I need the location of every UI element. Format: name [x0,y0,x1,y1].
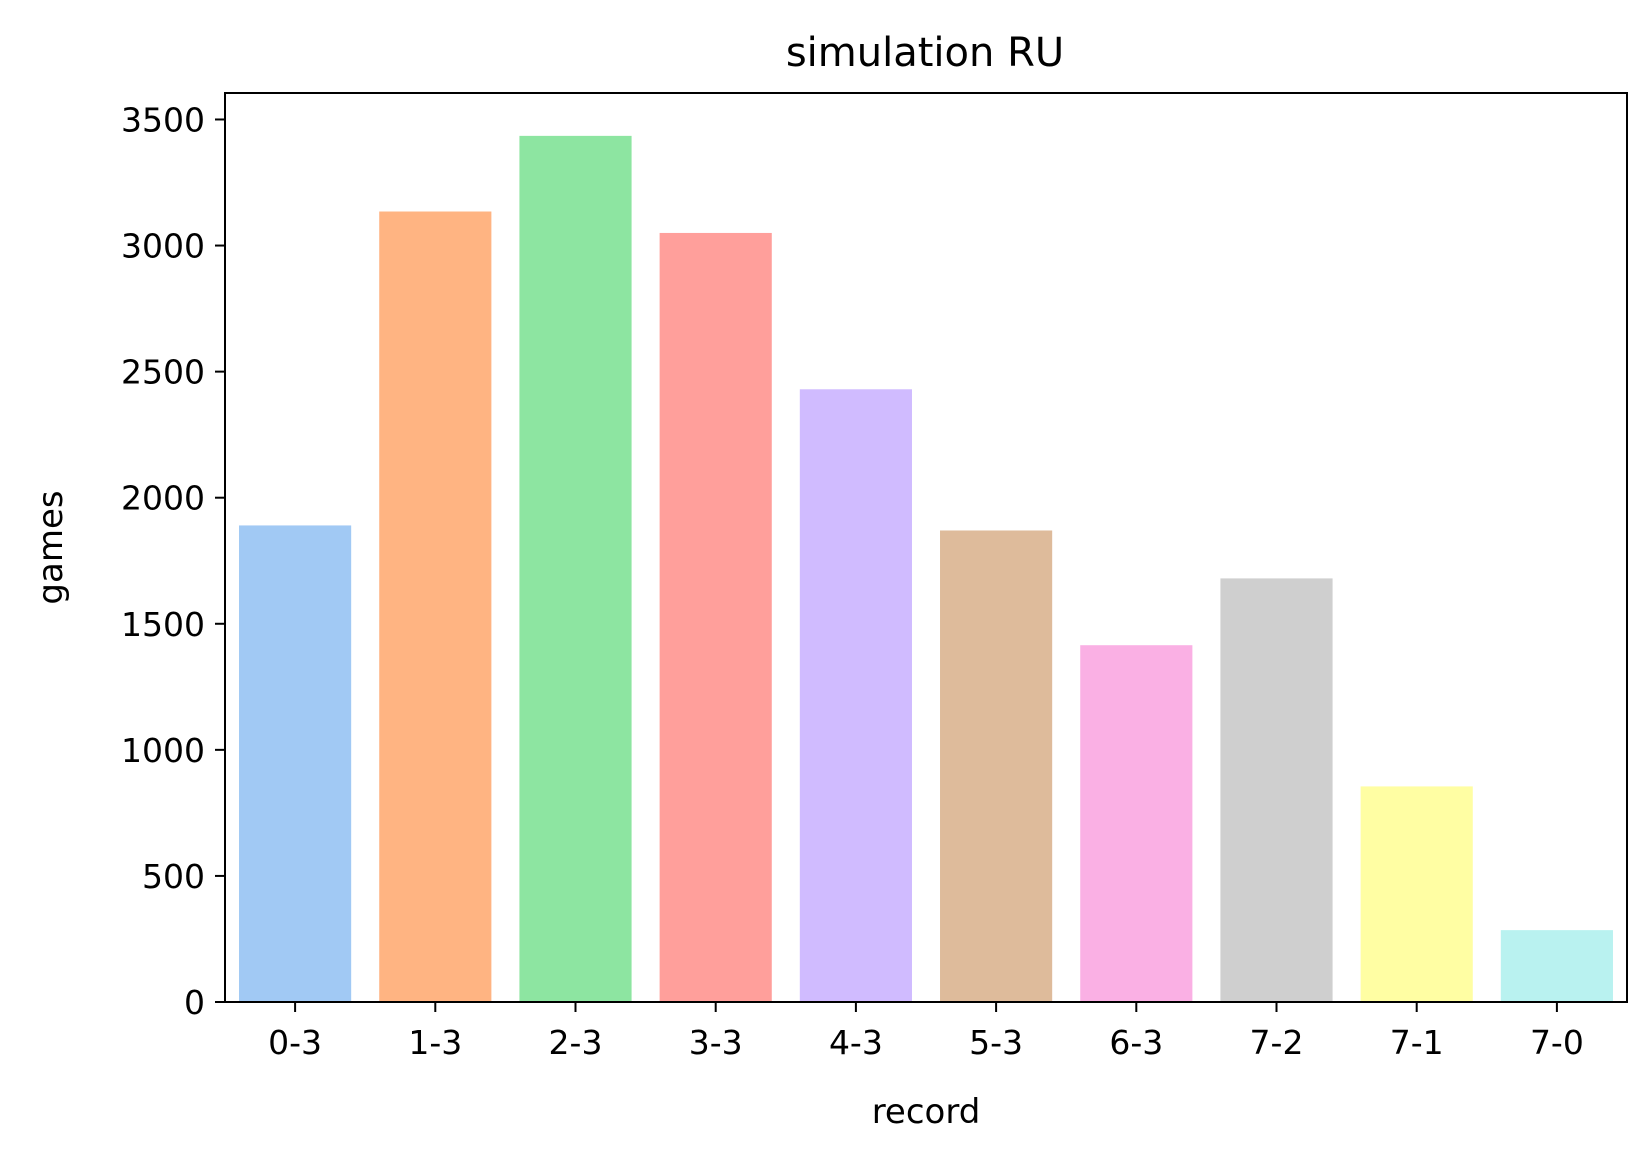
y-axis: 0 500 1000 1500 2000 2500 3000 3500 [121,100,225,1022]
y-axis-label: games [31,490,71,604]
x-tick-label: 7-1 [1390,1023,1444,1062]
x-tick-label: 1-3 [408,1023,462,1062]
y-tick-label: 1500 [121,605,205,644]
x-tick-label: 7-2 [1250,1023,1304,1062]
bar-4-3 [799,389,912,1002]
bar-7-0 [1500,930,1613,1002]
bar-7-2 [1220,578,1333,1002]
x-tick-label: 3-3 [689,1023,743,1062]
x-axis: 0-3 1-3 2-3 3-3 4-3 5-3 6-3 7-2 7-1 7-0 [268,1002,1584,1062]
bar-1-3 [379,211,492,1003]
x-tick-label: 7-0 [1530,1023,1584,1062]
y-tick-label: 2000 [121,479,205,518]
bar-7-1 [1360,786,1473,1002]
y-tick-label: 0 [184,983,205,1022]
bar-0-3 [239,525,352,1002]
y-tick-label: 2500 [121,353,205,392]
bar-2-3 [519,135,632,1002]
x-tick-label: 5-3 [969,1023,1023,1062]
bars-group [239,135,1613,1003]
bar-5-3 [940,530,1053,1002]
y-tick-label: 500 [142,857,205,896]
x-tick-label: 6-3 [1109,1023,1163,1062]
chart-title: simulation RU [786,30,1064,76]
x-axis-label: record [872,1092,981,1132]
x-tick-label: 4-3 [829,1023,883,1062]
bar-3-3 [659,232,772,1003]
y-tick-label: 3500 [121,100,205,139]
y-tick-label: 3000 [121,227,205,266]
y-tick-label: 1000 [121,731,205,770]
bar-6-3 [1080,645,1193,1002]
plot-frame [224,92,1628,1003]
x-tick-label: 0-3 [268,1023,322,1062]
x-tick-label: 2-3 [549,1023,603,1062]
